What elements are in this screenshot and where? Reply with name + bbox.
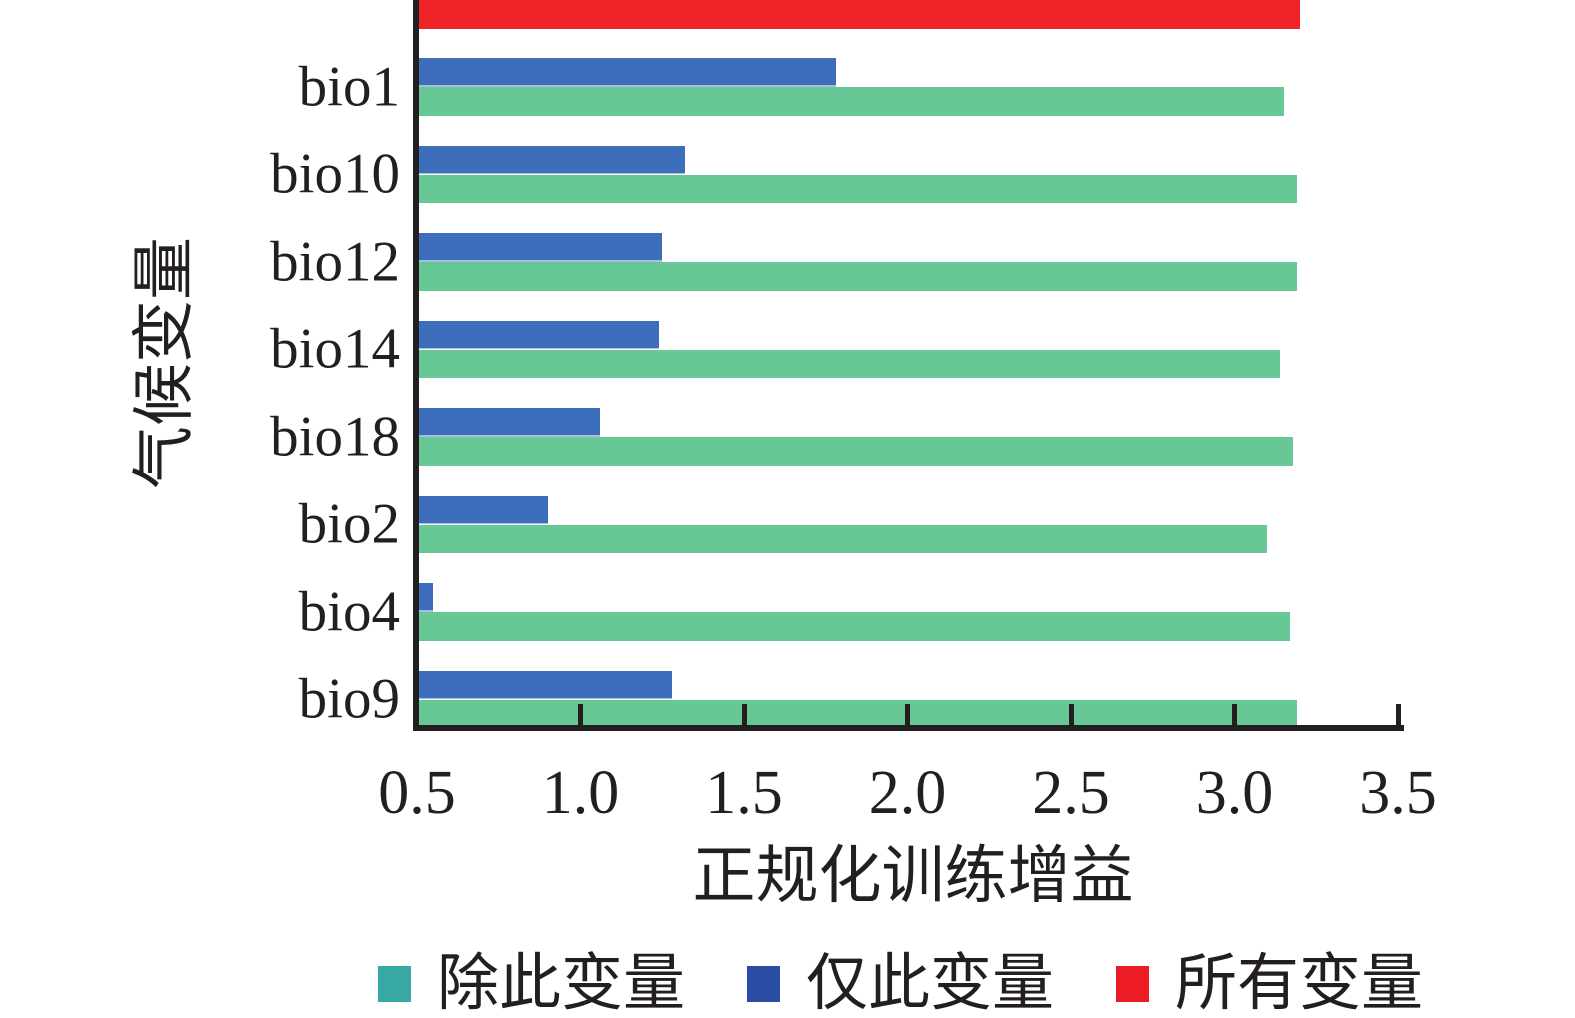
y-axis-title: 气候变量 — [129, 237, 200, 489]
x-tick-label-0.5: 0.5 — [378, 759, 456, 827]
legend-item-3: 所有变量 — [1116, 953, 1423, 1015]
legend-swatch-icon — [1116, 966, 1150, 1002]
category-label-bio4: bio4 — [298, 580, 400, 643]
category-label-bio12: bio12 — [270, 230, 400, 293]
bar-bio4-without-this-variable — [419, 612, 1291, 641]
bar-bio12-only-this-variable — [419, 233, 663, 262]
category-label-bio9: bio9 — [298, 667, 400, 731]
all-variables-bar — [419, 0, 1300, 29]
category-label-bio1: bio1 — [298, 55, 400, 118]
bar-bio2-without-this-variable — [419, 524, 1268, 554]
legend-label: 除此变量 — [437, 950, 686, 1018]
legend: 除此变量 仅此变量 所有变量 — [378, 950, 1423, 1018]
category-label-bio10: bio10 — [270, 142, 400, 206]
x-tick-label-2.0: 2.0 — [868, 759, 947, 827]
x-tick-1.5 — [741, 704, 747, 731]
bar-bio14-without-this-variable — [419, 349, 1281, 379]
x-tick-label-3.5: 3.5 — [1359, 759, 1437, 827]
legend-label: 仅此变量 — [806, 950, 1055, 1018]
x-tick-2.0 — [905, 704, 910, 731]
bar-bio18-only-this-variable — [419, 408, 601, 437]
legend-swatch-icon — [378, 966, 411, 1002]
category-label-bio14: bio14 — [270, 317, 400, 381]
x-tick-3.5 — [1395, 704, 1401, 731]
category-label-bio2: bio2 — [298, 492, 400, 556]
bar-bio1-without-this-variable — [419, 87, 1284, 116]
legend-item-2: 仅此变量 — [747, 953, 1054, 1015]
bar-bio14-only-this-variable — [419, 320, 659, 349]
x-tick-1.0 — [578, 704, 583, 731]
x-tick-3.0 — [1232, 704, 1237, 731]
x-tick-label-1.5: 1.5 — [705, 759, 783, 827]
bar-bio18-without-this-variable — [419, 437, 1294, 466]
bar-bio12-without-this-variable — [419, 262, 1297, 291]
legend-item-1: 除此变量 — [378, 953, 685, 1015]
x-tick-label-3.0: 3.0 — [1195, 759, 1274, 827]
y-axis-line — [413, 0, 419, 731]
bar-bio10-only-this-variable — [419, 145, 686, 174]
x-tick-label-1.0: 1.0 — [541, 759, 620, 827]
legend-label: 所有变量 — [1175, 950, 1424, 1018]
category-label-bio18: bio18 — [270, 405, 400, 468]
x-tick-2.5 — [1068, 704, 1074, 731]
bar-bio1-only-this-variable — [419, 58, 836, 87]
x-tick-label-2.5: 2.5 — [1032, 759, 1110, 827]
bar-bio10-without-this-variable — [419, 174, 1297, 204]
bar-bio9-only-this-variable — [419, 670, 673, 699]
legend-swatch-icon — [747, 966, 781, 1002]
x-axis-line — [413, 725, 1404, 731]
bar-bio4-only-this-variable — [419, 583, 434, 612]
bar-bio2-only-this-variable — [419, 495, 548, 524]
bar-bio9-without-this-variable — [419, 699, 1297, 729]
x-axis-title: 正规化训练增益 — [692, 841, 1134, 911]
